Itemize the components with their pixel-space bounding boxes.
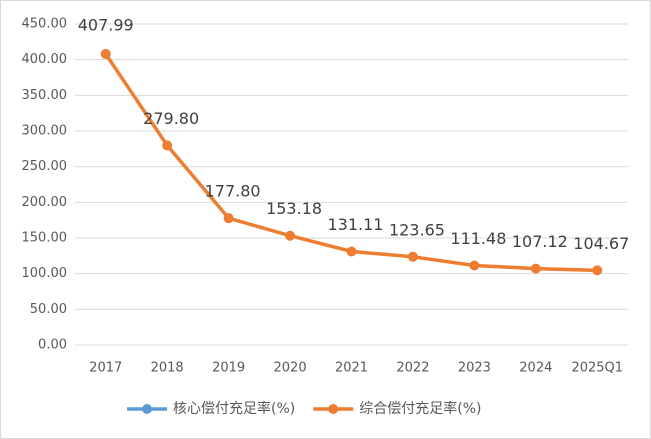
point — [530, 263, 541, 274]
data-label: 123.65 — [389, 220, 445, 239]
y-tick-label: 450.00 — [22, 17, 68, 32]
y-tick-label: 350.00 — [22, 88, 68, 103]
y-tick-label: 100.00 — [22, 266, 68, 281]
data-label: 153.18 — [266, 199, 322, 218]
data-label: 177.80 — [205, 182, 261, 201]
data-label: 131.11 — [328, 215, 384, 234]
x-tick-label: 2017 — [89, 361, 122, 376]
legend-marker — [142, 404, 152, 414]
y-tick-label: 50.00 — [30, 302, 67, 317]
x-tick-label: 2019 — [212, 361, 245, 376]
data-label: 407.99 — [78, 15, 134, 34]
point — [100, 48, 111, 59]
legend-label: 综合偿付充足率(%) — [359, 400, 481, 417]
y-tick-label: 300.00 — [22, 124, 68, 139]
y-tick-label: 400.00 — [22, 52, 68, 67]
point — [223, 213, 234, 224]
point — [285, 230, 296, 241]
point — [162, 140, 173, 151]
data-label: 104.67 — [573, 234, 629, 253]
data-label: 111.48 — [450, 229, 506, 248]
y-tick-label: 150.00 — [22, 231, 68, 246]
x-tick-label: 2023 — [458, 361, 491, 376]
data-label: 107.12 — [512, 232, 568, 251]
legend-label: 核心偿付充足率(%) — [173, 400, 295, 417]
x-tick-label: 2022 — [396, 361, 429, 376]
x-tick-label: 2020 — [274, 361, 307, 376]
y-tick-label: 250.00 — [22, 159, 68, 174]
x-tick-label: 2025Q1 — [571, 361, 623, 376]
point — [469, 260, 480, 271]
y-tick-label: 200.00 — [22, 195, 68, 210]
point — [592, 265, 603, 276]
x-tick-label: 2024 — [519, 361, 552, 376]
point — [407, 251, 418, 262]
y-tick-label: 0.00 — [38, 338, 67, 353]
x-tick-label: 2018 — [151, 361, 184, 376]
point — [346, 246, 357, 257]
data-label: 279.80 — [143, 109, 199, 128]
legend-marker — [328, 404, 339, 414]
x-tick-label: 2021 — [335, 361, 368, 376]
